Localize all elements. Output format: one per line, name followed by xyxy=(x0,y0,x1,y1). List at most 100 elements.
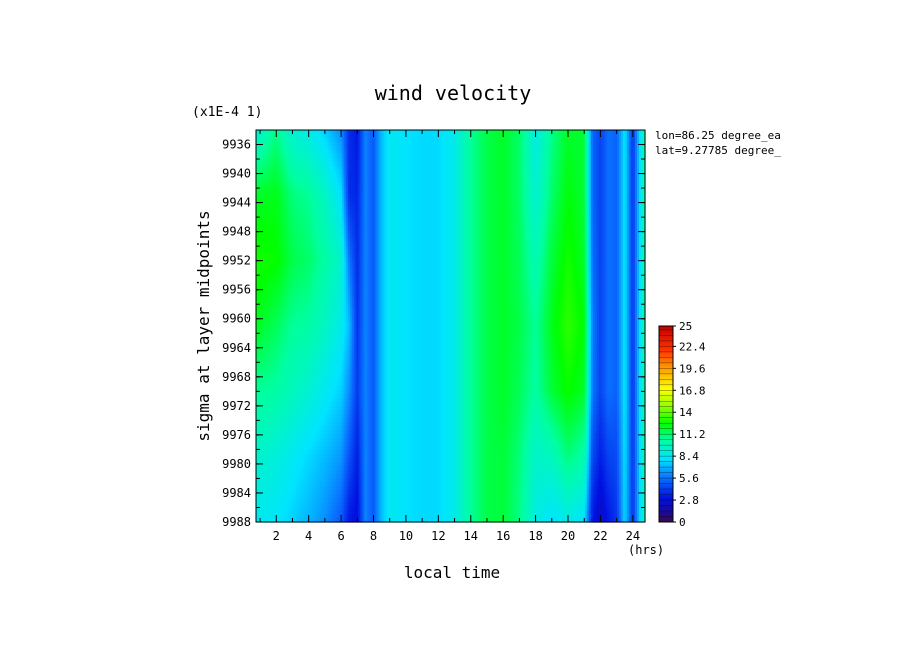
heatmap-cell xyxy=(584,134,588,139)
heatmap-cell xyxy=(572,142,576,147)
heatmap-cell xyxy=(618,130,622,135)
heatmap-cell xyxy=(608,130,612,135)
heatmap-cell xyxy=(396,134,399,139)
heatmap-cell xyxy=(456,138,460,143)
heatmap-cell xyxy=(602,130,606,135)
heatmap-cell xyxy=(270,142,273,147)
heatmap-cell xyxy=(430,130,434,135)
heatmap-cell xyxy=(282,130,285,135)
heatmap-cell xyxy=(346,134,349,139)
heatmap-cell xyxy=(428,146,432,151)
heatmap-cell xyxy=(446,142,450,147)
heatmap-cell xyxy=(558,138,562,143)
heatmap-cell xyxy=(374,130,377,135)
heatmap-cell xyxy=(438,138,442,143)
heatmap-cell xyxy=(464,146,468,151)
heatmap-cell xyxy=(510,130,514,135)
heatmap-cell xyxy=(310,146,313,151)
heatmap-cell xyxy=(420,138,424,143)
heatmap-cell xyxy=(626,130,630,135)
heatmap-cell xyxy=(350,130,353,135)
heatmap-cell xyxy=(482,134,486,139)
heatmap-cell xyxy=(562,138,566,143)
heatmap-cell xyxy=(280,146,283,151)
heatmap-cell xyxy=(510,138,514,143)
heatmap-cell xyxy=(318,146,321,151)
heatmap-cell xyxy=(390,146,393,151)
heatmap-cell xyxy=(482,142,486,147)
heatmap-cell xyxy=(326,134,329,139)
heatmap-cell xyxy=(360,138,363,143)
heatmap-cell xyxy=(582,142,586,147)
heatmap-cell xyxy=(478,142,482,147)
heatmap-cell xyxy=(344,146,347,151)
heatmap-cell xyxy=(398,142,401,147)
heatmap-cell xyxy=(272,146,275,151)
heatmap-cell xyxy=(556,142,560,147)
heatmap-cell xyxy=(466,142,470,147)
heatmap-cell xyxy=(526,130,530,135)
heatmap-cell xyxy=(366,146,369,151)
heatmap-cell xyxy=(504,138,508,143)
heatmap-cell xyxy=(262,142,265,147)
heatmap-cell xyxy=(516,142,520,147)
heatmap-cell xyxy=(412,142,416,147)
heatmap-cell xyxy=(442,138,446,143)
heatmap-cell xyxy=(384,142,387,147)
heatmap-cell xyxy=(320,146,323,151)
heatmap-cell xyxy=(272,130,275,135)
heatmap-cell xyxy=(338,142,341,147)
heatmap-cell xyxy=(326,130,329,135)
heatmap-cell xyxy=(306,138,309,143)
heatmap-cell xyxy=(472,130,476,135)
heatmap-cell xyxy=(360,130,363,135)
heatmap-cell xyxy=(380,142,383,147)
heatmap-cell xyxy=(586,134,590,139)
heatmap-cell xyxy=(576,138,580,143)
heatmap-cell xyxy=(618,134,622,139)
heatmap-cell xyxy=(626,134,630,139)
heatmap-cell xyxy=(572,130,576,135)
heatmap-cell xyxy=(370,138,373,143)
heatmap-cell xyxy=(322,130,325,135)
heatmap-cell xyxy=(494,130,498,135)
heatmap-cell xyxy=(406,134,409,139)
heatmap-cell xyxy=(342,138,345,143)
heatmap-cell xyxy=(618,142,622,147)
heatmap-cell xyxy=(412,134,416,139)
heatmap-cell xyxy=(302,130,305,135)
heatmap-cell xyxy=(428,134,432,139)
heatmap-cell xyxy=(608,138,612,143)
heatmap-cell xyxy=(286,146,289,151)
heatmap-cell xyxy=(354,134,357,139)
heatmap-cell xyxy=(440,130,444,135)
heatmap-cell xyxy=(628,142,632,147)
heatmap-cell xyxy=(506,142,510,147)
heatmap-cell xyxy=(594,142,598,147)
heatmap-cell xyxy=(512,142,516,147)
heatmap-cell xyxy=(520,134,524,139)
heatmap-cell xyxy=(316,130,319,135)
heatmap-cell xyxy=(622,130,626,135)
heatmap-cell xyxy=(452,130,456,135)
heatmap-cell xyxy=(496,130,500,135)
heatmap-cell xyxy=(318,142,321,147)
heatmap-cell xyxy=(292,142,295,147)
heatmap-cell xyxy=(546,142,550,147)
heatmap-cell xyxy=(552,142,556,147)
heatmap-cell xyxy=(606,134,610,139)
heatmap-cell xyxy=(464,130,468,135)
heatmap-cell xyxy=(554,134,558,139)
heatmap-cell xyxy=(582,138,586,143)
heatmap-cell xyxy=(434,138,438,143)
heatmap-cell xyxy=(546,134,550,139)
heatmap-cell xyxy=(338,146,341,151)
heatmap-cell xyxy=(590,130,594,135)
heatmap-cell xyxy=(608,142,612,147)
heatmap-cell xyxy=(432,138,436,143)
heatmap-cell xyxy=(458,146,462,151)
heatmap-cell xyxy=(552,138,556,143)
heatmap-cell xyxy=(592,138,596,143)
heatmap-cell xyxy=(400,146,403,151)
heatmap-cell xyxy=(282,134,285,139)
